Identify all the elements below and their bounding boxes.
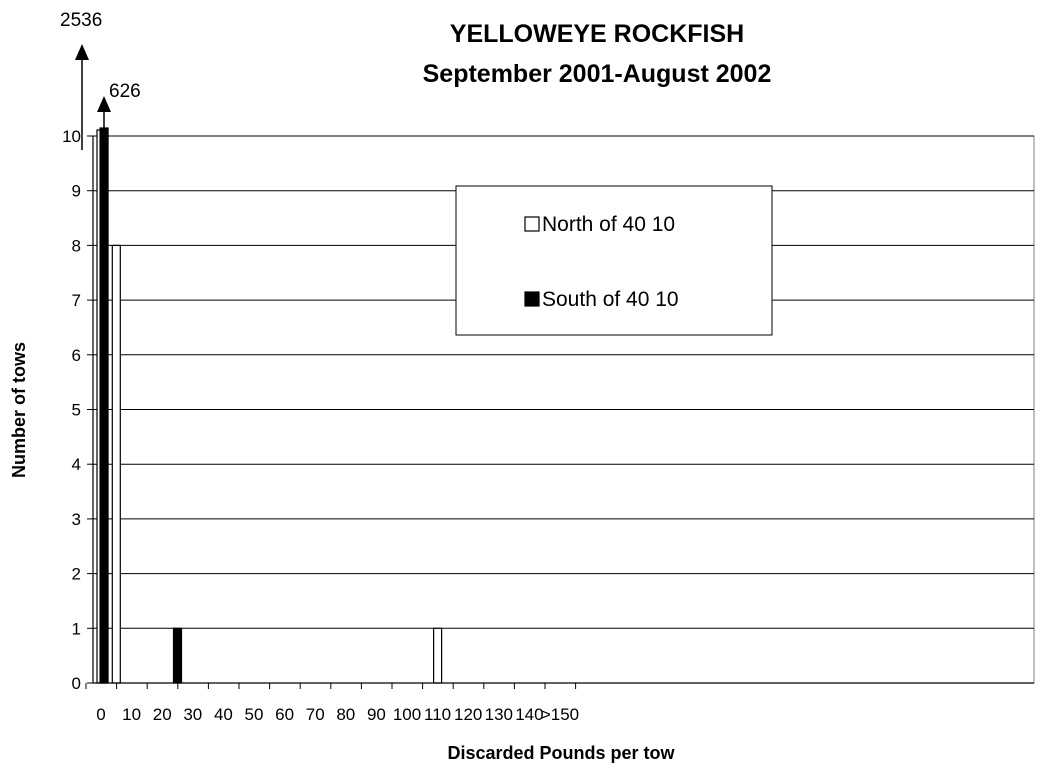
x-tick-label: >150	[541, 705, 579, 724]
legend-swatch-north	[524, 216, 540, 232]
bar-north	[433, 627, 443, 684]
legend-label-south: South of 40 10	[542, 288, 679, 311]
x-tick-label: 130	[485, 705, 513, 724]
overflow-arrow-head	[75, 44, 89, 60]
x-tick-label: 60	[275, 705, 294, 724]
y-tick-label: 4	[72, 455, 81, 474]
overflow-value-label: 626	[109, 81, 141, 102]
y-tick-label: 1	[72, 619, 81, 638]
legend-label-north: North of 40 10	[542, 213, 675, 236]
y-tick-labels: 0 1 2 3 4 5 6 7 8 9 10	[62, 127, 81, 693]
legend-swatch-south	[524, 291, 540, 307]
x-tick-label: 70	[306, 705, 325, 724]
x-tick-label: 0	[96, 705, 105, 724]
chart-subtitle: September 2001-August 2002	[423, 60, 772, 88]
overflow-arrows: 2536 626	[60, 10, 141, 150]
y-tick-label: 6	[72, 346, 81, 365]
x-tick-labels: 0 10 20 30 40 50 60 70 80 90 100 110 120 130 140>150	[85, 683, 579, 724]
x-tick-label: 40	[214, 705, 233, 724]
overflow-arrow-head	[97, 96, 111, 112]
x-tick-label: 120	[454, 705, 482, 724]
x-tick-label: 50	[245, 705, 264, 724]
y-tick-label: 10	[62, 127, 81, 146]
x-axis-label: Discarded Pounds per tow	[447, 743, 675, 763]
y-axis-label: Number of tows	[9, 342, 29, 478]
x-tick-label: 20	[153, 705, 172, 724]
x-tick-label: 80	[336, 705, 355, 724]
y-tick-label: 2	[72, 565, 81, 584]
chart-title: YELLOWEYE ROCKFISH	[450, 20, 744, 48]
bar-north	[111, 244, 121, 684]
bar-south	[99, 127, 109, 684]
y-tick-label: 5	[72, 401, 81, 420]
y-tick-label: 8	[72, 236, 81, 255]
y-tick-label: 0	[72, 674, 81, 693]
y-tick-label: 3	[72, 510, 81, 529]
x-tick-label: 10	[122, 705, 141, 724]
bar-south	[172, 627, 183, 684]
overflow-value-label: 2536	[60, 10, 102, 31]
x-tick-label: 140	[515, 705, 543, 724]
y-tick-label: 7	[72, 291, 81, 310]
legend: North of 40 10 South of 40 10	[455, 185, 773, 336]
legend-box	[455, 185, 773, 336]
x-tick-label: 100	[393, 705, 421, 724]
y-tick-label: 9	[72, 182, 81, 201]
x-tick-label: 30	[183, 705, 202, 724]
axes	[92, 136, 1034, 684]
x-tick-label: 110	[424, 705, 451, 724]
x-tick-label: 90	[367, 705, 386, 724]
